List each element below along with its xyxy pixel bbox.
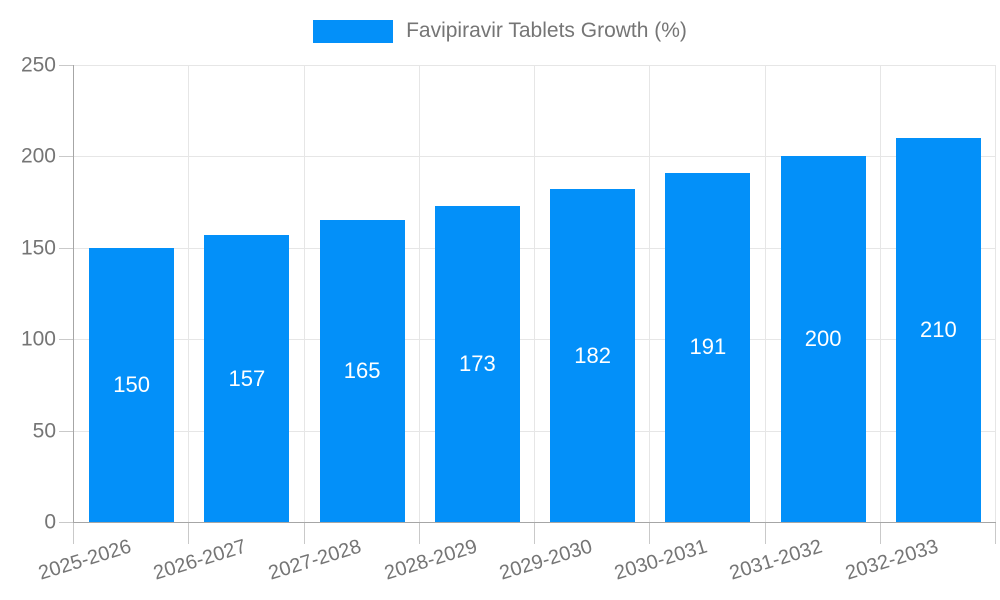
gridline-horizontal <box>74 339 996 341</box>
gridline-vertical <box>649 65 651 522</box>
gridline-horizontal <box>74 65 996 66</box>
bar-value-label: 157 <box>228 365 266 391</box>
gridline-horizontal <box>74 247 996 249</box>
legend-swatch <box>313 19 394 43</box>
bar-value-label: 191 <box>689 334 727 360</box>
bar-value-label: 210 <box>920 317 957 343</box>
y-axis-tick <box>59 65 73 66</box>
bar-2030-2031[interactable]: 191 <box>665 172 751 522</box>
y-axis-tick <box>59 156 73 158</box>
bar-2028-2029[interactable]: 173 <box>434 205 520 522</box>
gridline-vertical <box>995 65 996 522</box>
x-axis-label: 2025-2026 <box>35 535 134 585</box>
y-axis-label: 50 <box>32 419 56 443</box>
y-axis-tick <box>59 522 73 523</box>
x-axis-label: 2032-2033 <box>842 535 941 585</box>
x-axis-label: 2026-2027 <box>151 535 250 585</box>
x-axis-tick <box>188 523 190 544</box>
bar-value-label: 150 <box>113 371 150 397</box>
legend-label: Favipiravir Tablets Growth (%) <box>406 19 687 42</box>
gridline-vertical <box>303 65 305 522</box>
bar-value-label: 200 <box>804 326 842 352</box>
x-axis-tick <box>879 523 881 544</box>
x-axis-tick <box>649 523 651 544</box>
y-axis-label: 100 <box>20 327 56 351</box>
legend[interactable]: Favipiravir Tablets Growth (%) <box>0 14 1000 48</box>
y-axis-tick <box>59 247 73 249</box>
bar-2031-2032[interactable]: 200 <box>780 156 866 522</box>
bar-2025-2026[interactable]: 150 <box>89 247 175 522</box>
gridline-vertical <box>418 65 420 522</box>
x-axis-label: 2031-2032 <box>727 535 826 585</box>
x-axis-label: 2029-2030 <box>496 535 595 585</box>
gridline-vertical <box>879 65 881 522</box>
y-axis-label: 0 <box>44 510 56 534</box>
gridline-horizontal <box>74 430 996 432</box>
gridline-horizontal <box>74 156 996 158</box>
y-axis-label: 150 <box>20 236 56 260</box>
x-axis-label: 2027-2028 <box>266 535 365 585</box>
x-axis-label: 2028-2029 <box>381 535 480 585</box>
x-axis-tick <box>534 523 535 544</box>
bar-value-label: 165 <box>343 358 381 384</box>
plot-area: 150 157 165 173 182 191 200 210 <box>73 65 996 523</box>
x-axis-tick <box>303 523 305 544</box>
bar-2026-2027[interactable]: 157 <box>204 235 290 522</box>
bar-2029-2030[interactable]: 182 <box>550 189 636 522</box>
bar-value-label: 182 <box>574 342 611 368</box>
x-axis-label: 2030-2031 <box>612 535 711 585</box>
x-axis-tick <box>995 523 996 544</box>
x-axis-tick <box>764 523 766 544</box>
x-axis-tick <box>73 523 74 544</box>
y-axis-tick <box>59 430 73 432</box>
bar-2027-2028[interactable]: 165 <box>319 220 405 522</box>
y-axis-tick <box>59 339 73 341</box>
bar-2032-2033[interactable]: 210 <box>895 138 981 522</box>
x-axis-tick <box>418 523 420 544</box>
y-axis-label: 250 <box>20 53 56 77</box>
gridline-vertical <box>534 65 535 522</box>
gridline-vertical <box>764 65 766 522</box>
bar-value-label: 173 <box>459 350 496 376</box>
y-axis-label: 200 <box>20 144 56 168</box>
gridline-vertical <box>188 65 190 522</box>
